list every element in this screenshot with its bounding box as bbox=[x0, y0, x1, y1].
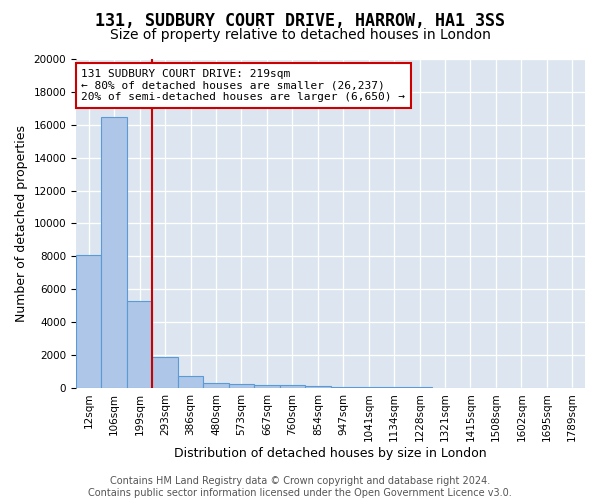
Bar bbox=[356, 387, 382, 388]
Text: Contains HM Land Registry data © Crown copyright and database right 2024.
Contai: Contains HM Land Registry data © Crown c… bbox=[88, 476, 512, 498]
Bar bbox=[203, 383, 229, 388]
X-axis label: Distribution of detached houses by size in London: Distribution of detached houses by size … bbox=[174, 447, 487, 460]
Bar bbox=[76, 254, 101, 388]
Bar bbox=[127, 300, 152, 388]
Text: 131, SUDBURY COURT DRIVE, HARROW, HA1 3SS: 131, SUDBURY COURT DRIVE, HARROW, HA1 3S… bbox=[95, 12, 505, 30]
Bar bbox=[152, 358, 178, 388]
Text: Size of property relative to detached houses in London: Size of property relative to detached ho… bbox=[110, 28, 490, 42]
Bar bbox=[178, 376, 203, 388]
Text: 131 SUDBURY COURT DRIVE: 219sqm
← 80% of detached houses are smaller (26,237)
20: 131 SUDBURY COURT DRIVE: 219sqm ← 80% of… bbox=[81, 69, 405, 102]
Bar bbox=[331, 387, 356, 388]
Bar bbox=[280, 385, 305, 388]
Bar bbox=[382, 387, 407, 388]
Bar bbox=[101, 116, 127, 388]
Bar bbox=[254, 384, 280, 388]
Y-axis label: Number of detached properties: Number of detached properties bbox=[15, 125, 28, 322]
Bar bbox=[229, 384, 254, 388]
Bar bbox=[305, 386, 331, 388]
